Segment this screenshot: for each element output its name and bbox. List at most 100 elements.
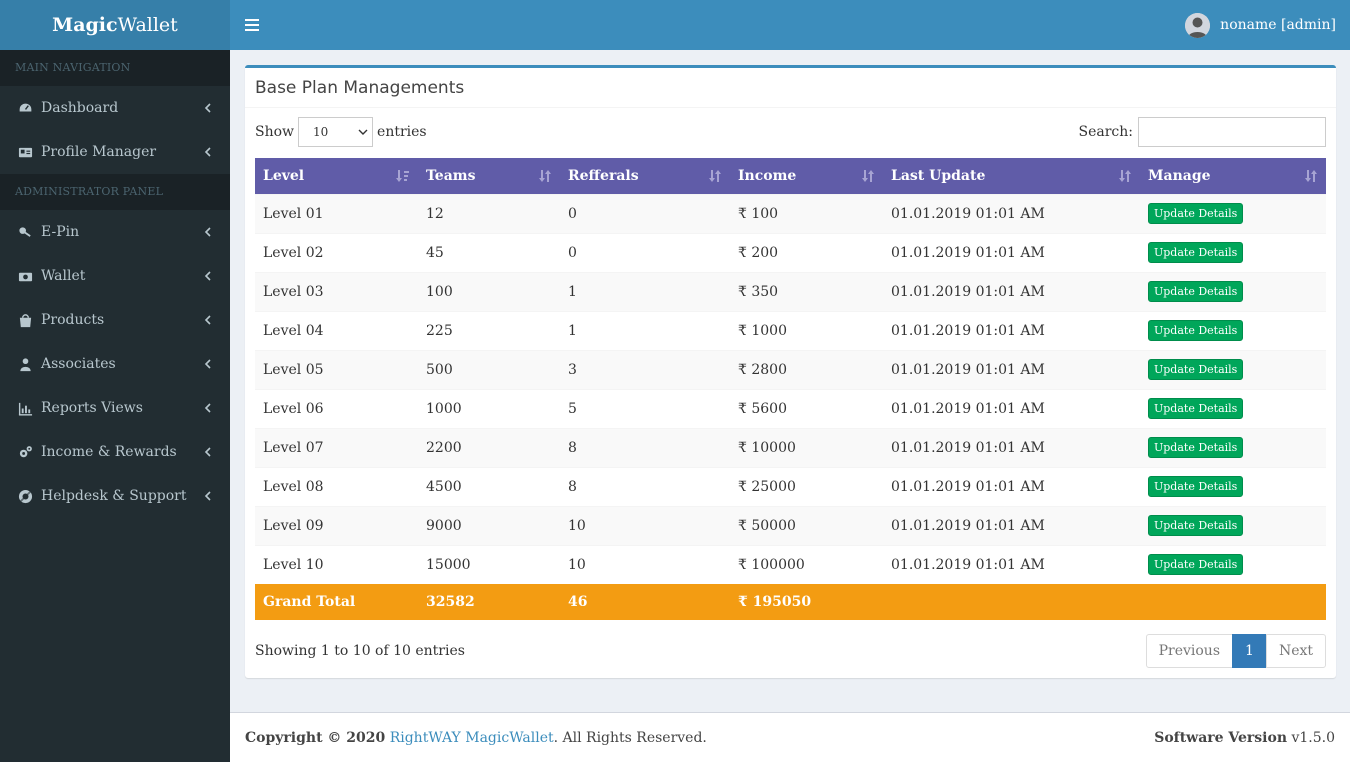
cell-level: Level 09 xyxy=(255,505,418,545)
update-details-button[interactable]: Update Details xyxy=(1148,359,1244,380)
cell-last-update: 01.01.2019 01:01 AM xyxy=(883,193,1140,233)
sidebar-item-wallet[interactable]: Wallet xyxy=(0,254,230,298)
cell-last-update: 01.01.2019 01:01 AM xyxy=(883,232,1140,272)
column-header-level[interactable]: Level xyxy=(255,158,418,194)
sidebar-item-products[interactable]: Products xyxy=(0,298,230,342)
sidebar-item-e-pin[interactable]: E-Pin xyxy=(0,210,230,254)
table-row: Level 10 15000 10 ₹ 100000 01.01.2019 01:01 … xyxy=(255,544,1326,584)
cell-manage: Update Details xyxy=(1140,349,1326,389)
cell-teams: 12 xyxy=(418,193,560,233)
update-details-button[interactable]: Update Details xyxy=(1148,242,1244,263)
table-body: Level 01 12 0 ₹ 100 01.01.2019 01:01 AM Updat… xyxy=(255,193,1326,620)
update-details-button[interactable]: Update Details xyxy=(1148,437,1244,458)
table-controls: Show 10 entries Search: xyxy=(255,117,1326,149)
table-row: Level 09 9000 10 ₹ 50000 01.01.2019 01:01 AM… xyxy=(255,505,1326,545)
cell-last-update: 01.01.2019 01:01 AM xyxy=(883,310,1140,350)
next-page-button[interactable]: Next xyxy=(1265,634,1326,668)
page-1-button[interactable]: 1 xyxy=(1232,634,1267,668)
cell-income: ₹ 25000 xyxy=(730,466,883,506)
table-info: Showing 1 to 10 of 10 entries xyxy=(255,643,465,659)
column-header-teams[interactable]: Teams xyxy=(418,158,560,194)
software-version: Software Version v1.5.0 xyxy=(1154,730,1335,746)
copyright: Copyright © 2020 RightWAY MagicWallet. A… xyxy=(245,730,707,746)
cell-last-update: 01.01.2019 01:01 AM xyxy=(883,466,1140,506)
app-logo[interactable]: Magic Wallet xyxy=(0,0,230,50)
cell-level: Level 04 xyxy=(255,310,418,350)
chevron-left-icon xyxy=(204,447,212,457)
cell-last-update: 01.01.2019 01:01 AM xyxy=(883,427,1140,467)
dashboard-icon xyxy=(17,100,33,116)
show-label: Show xyxy=(255,124,295,140)
column-header-last-update[interactable]: Last Update xyxy=(883,158,1140,194)
search-input[interactable] xyxy=(1138,117,1326,147)
cell-refferals: 10 xyxy=(560,544,730,584)
column-header-refferals[interactable]: Refferals xyxy=(560,158,730,194)
column-header-manage[interactable]: Manage xyxy=(1140,158,1326,194)
cell-refferals: 0 xyxy=(560,193,730,233)
table-row: Level 06 1000 5 ₹ 5600 01.01.2019 01:01 AM Up… xyxy=(255,388,1326,428)
sort-icon xyxy=(1304,169,1318,183)
user-name: noname [admin] xyxy=(1220,17,1336,33)
sidebar-item-profile-manager[interactable]: Profile Manager xyxy=(0,130,230,174)
cell-income: ₹ 50000 xyxy=(730,505,883,545)
chevron-left-icon xyxy=(204,271,212,281)
top-navbar: noname [admin] xyxy=(230,0,1350,50)
sidebar-item-associates[interactable]: Associates xyxy=(0,342,230,386)
sort-icon xyxy=(538,169,552,183)
cell-manage: Update Details xyxy=(1140,271,1326,311)
sidebar-item-label: Dashboard xyxy=(41,100,119,116)
column-header-label: Manage xyxy=(1148,167,1211,184)
company-link[interactable]: RightWAY MagicWallet xyxy=(389,729,554,746)
cell-teams: 9000 xyxy=(418,505,560,545)
base-plan-box: Base Plan Managements Show 10 entries Se… xyxy=(245,65,1336,678)
column-header-label: Refferals xyxy=(568,167,639,184)
update-details-button[interactable]: Update Details xyxy=(1148,320,1244,341)
life-ring-icon xyxy=(17,488,33,504)
admin-panel-header: ADMINISTRATOR PANEL xyxy=(0,174,230,210)
key-icon xyxy=(17,224,33,240)
cell-refferals: 1 xyxy=(560,310,730,350)
sidebar-item-dashboard[interactable]: Dashboard xyxy=(0,86,230,130)
sort-icon xyxy=(396,169,410,183)
sort-icon xyxy=(861,169,875,183)
cogs-icon xyxy=(17,444,33,460)
cell-level: Level 06 xyxy=(255,388,418,428)
update-details-button[interactable]: Update Details xyxy=(1148,554,1244,576)
entries-length: Show 10 entries xyxy=(255,117,427,147)
cell-income: ₹ 100000 xyxy=(730,544,883,584)
total-empty-cell xyxy=(1140,584,1326,620)
user-icon xyxy=(17,356,33,372)
grand-total-row: Grand Total 32582 46 ₹ 195050 xyxy=(255,584,1326,620)
sidebar-item-reports-views[interactable]: Reports Views xyxy=(0,386,230,430)
chevron-left-icon xyxy=(204,359,212,369)
update-details-button[interactable]: Update Details xyxy=(1148,476,1244,497)
entries-length-select[interactable]: 10 xyxy=(298,117,374,147)
copyright-prefix: Copyright © 2020 xyxy=(245,729,386,746)
chevron-left-icon xyxy=(204,227,212,237)
sidebar-item-helpdesk-and-support[interactable]: Helpdesk & Support xyxy=(0,474,230,518)
update-details-button[interactable]: Update Details xyxy=(1148,398,1244,419)
cell-last-update: 01.01.2019 01:01 AM xyxy=(883,271,1140,311)
table-row: Level 07 2200 8 ₹ 10000 01.01.2019 01:01 AM U… xyxy=(255,427,1326,467)
entries-length-value: 10 xyxy=(313,125,329,139)
user-avatar-icon xyxy=(1185,12,1211,38)
logo-bold: Magic xyxy=(52,14,118,36)
cell-manage: Update Details xyxy=(1140,232,1326,272)
update-details-button[interactable]: Update Details xyxy=(1148,203,1244,224)
update-details-button[interactable]: Update Details xyxy=(1148,515,1244,536)
table-row: Level 05 500 3 ₹ 2800 01.01.2019 01:01 AM Upd… xyxy=(255,349,1326,389)
sidebar-toggle-button[interactable] xyxy=(230,0,274,50)
previous-page-button[interactable]: Previous xyxy=(1145,634,1234,668)
user-menu[interactable]: noname [admin] xyxy=(1185,0,1336,50)
update-details-button[interactable]: Update Details xyxy=(1148,281,1244,302)
base-plan-table: Level Teams Refferals Income Last Update Mana… xyxy=(255,158,1326,620)
sidebar-item-label: Wallet xyxy=(41,268,86,284)
cell-teams: 500 xyxy=(418,349,560,389)
version-label: Software Version xyxy=(1154,729,1288,746)
cell-last-update: 01.01.2019 01:01 AM xyxy=(883,505,1140,545)
cell-refferals: 5 xyxy=(560,388,730,428)
sidebar-item-income-and-rewards[interactable]: Income & Rewards xyxy=(0,430,230,474)
id-card-icon xyxy=(17,144,33,160)
entries-label: entries xyxy=(377,124,427,140)
column-header-income[interactable]: Income xyxy=(730,158,883,194)
